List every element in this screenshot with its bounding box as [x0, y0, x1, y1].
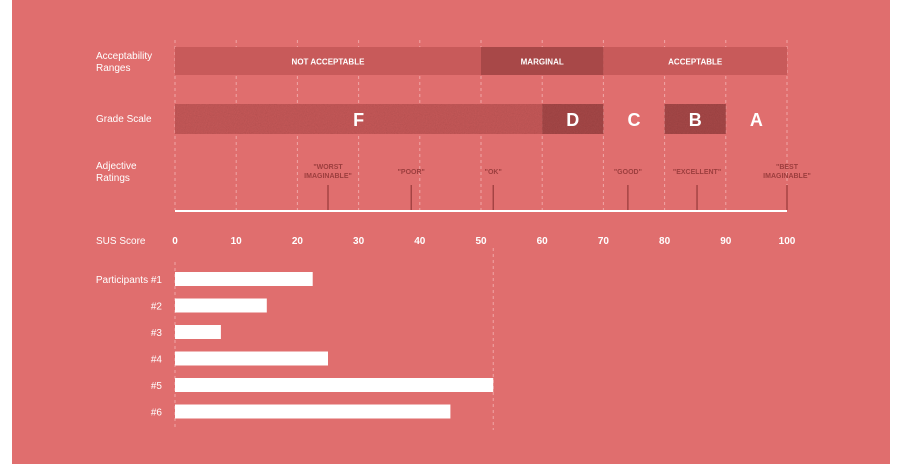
participant-label-6: #6	[151, 408, 163, 419]
acceptability-band-1	[481, 47, 604, 75]
row-label-sus: SUS Score	[96, 236, 146, 247]
adjective-label-1: "POOR"	[398, 169, 425, 176]
participant-label-1: Participants #1	[96, 275, 163, 286]
acceptability-label-0: NOT ACCEPTABLE	[292, 58, 366, 67]
row-label-grade: Grade Scale	[96, 114, 152, 125]
participant-label-3: #3	[151, 328, 163, 339]
acceptability-label-1: MARGINAL	[521, 58, 564, 67]
participant-bar-4	[175, 351, 328, 366]
tick-label-100: 100	[779, 236, 796, 247]
adjective-label-4: "EXCELLENT"	[673, 169, 721, 176]
participant-bar-6	[175, 404, 451, 419]
tick-label-20: 20	[292, 236, 304, 247]
tick-label-70: 70	[598, 236, 610, 247]
grade-label-D: D	[566, 110, 579, 130]
acceptability-band-0	[175, 47, 481, 75]
grade-band-F	[175, 104, 543, 134]
adjective-label-3: "GOOD"	[614, 169, 642, 176]
grade-band-B	[664, 104, 726, 134]
participant-label-5: #5	[151, 381, 163, 392]
participant-label-2: #2	[151, 302, 163, 313]
tick-label-10: 10	[231, 236, 243, 247]
tick-label-40: 40	[414, 236, 426, 247]
participant-bar-2	[175, 298, 267, 313]
grade-label-C: C	[628, 110, 641, 130]
adjective-label-0: "WORST IMAGINABLE"	[304, 164, 352, 180]
sus-score-chart: NOT ACCEPTABLE MARGINAL ACCEPTABLE F D C B A "…	[96, 40, 811, 430]
participant-label-4: #4	[151, 355, 163, 366]
row-label-adjective: Adjective Ratings	[96, 161, 137, 184]
tick-label-0: 0	[172, 236, 178, 247]
grade-label-A: A	[750, 110, 763, 130]
grade-label-F: F	[353, 110, 364, 130]
participant-bar-5	[175, 378, 494, 392]
tick-label-50: 50	[475, 236, 487, 247]
participant-bar-3	[175, 325, 221, 339]
row-label-acceptability: Acceptability Ranges	[96, 51, 152, 74]
grade-band-D	[542, 104, 604, 134]
tick-label-80: 80	[659, 236, 671, 247]
adjective-label-5: "BEST IMAGINABLE"	[763, 164, 811, 180]
chart-panel: NOT ACCEPTABLE MARGINAL ACCEPTABLE F D C B A "…	[12, 0, 890, 464]
tick-label-60: 60	[537, 236, 549, 247]
grade-label-B: B	[689, 110, 702, 130]
participant-bar-1	[175, 272, 313, 286]
tick-label-30: 30	[353, 236, 365, 247]
acceptability-label-2: ACCEPTABLE	[668, 58, 723, 67]
tick-label-90: 90	[720, 236, 732, 247]
adjective-label-2: "OK"	[485, 169, 502, 176]
acceptability-band-2	[603, 47, 787, 75]
